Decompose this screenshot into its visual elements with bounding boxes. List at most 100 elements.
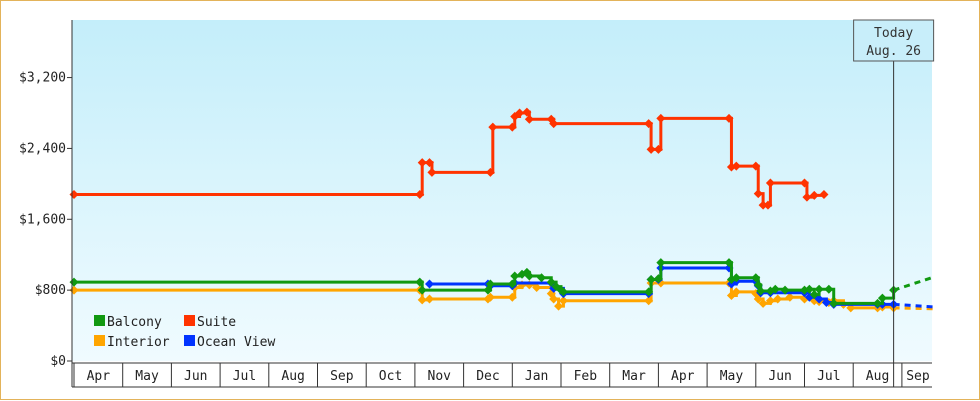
data-point[interactable] (656, 258, 666, 268)
data-point[interactable] (524, 114, 534, 124)
forecast-line (893, 302, 935, 309)
data-point[interactable] (425, 279, 435, 289)
data-point[interactable] (751, 273, 761, 283)
data-point[interactable] (646, 275, 656, 285)
data-point[interactable] (485, 292, 495, 302)
data-point[interactable] (507, 292, 517, 302)
x-tick-label: May (720, 369, 744, 384)
data-point[interactable] (824, 284, 834, 294)
data-point[interactable] (558, 287, 568, 297)
data-point[interactable] (758, 200, 768, 210)
data-point[interactable] (415, 277, 425, 287)
data-point[interactable] (515, 108, 525, 118)
data-point[interactable] (425, 158, 435, 168)
data-point[interactable] (800, 178, 809, 188)
x-tick-label: Mar (622, 369, 646, 384)
axis-layer: $0 $800 $1,600 $2,400 $3,200 Apr May Jun Jul Aug S… (19, 20, 932, 388)
data-point[interactable] (554, 301, 564, 311)
legend-label: Ocean View (197, 335, 275, 350)
today-date: Aug. 26 (866, 44, 921, 59)
data-point[interactable] (751, 161, 761, 171)
data-point[interactable] (532, 282, 542, 292)
data-point[interactable] (819, 189, 829, 199)
data-point[interactable] (780, 285, 790, 295)
x-tick-label: Jul (817, 369, 840, 384)
data-point[interactable] (821, 298, 831, 308)
data-point[interactable] (770, 284, 780, 294)
data-point[interactable] (785, 292, 795, 302)
data-point[interactable] (427, 167, 437, 177)
plot-background (72, 20, 932, 361)
data-point[interactable] (731, 273, 741, 283)
data-point[interactable] (417, 158, 427, 168)
data-point[interactable] (507, 279, 517, 289)
data-point[interactable] (510, 271, 520, 281)
x-tick-label: Aug (281, 369, 304, 384)
data-point[interactable] (724, 113, 734, 123)
data-point[interactable] (809, 290, 819, 300)
legend-swatch (94, 335, 105, 346)
data-point[interactable] (425, 294, 435, 304)
data-point[interactable] (537, 273, 547, 283)
x-tick-label: Apr (87, 369, 111, 384)
y-tick-label: $0 (50, 354, 66, 369)
data-point[interactable] (804, 284, 814, 294)
data-point[interactable] (829, 298, 839, 308)
data-point[interactable] (814, 294, 824, 304)
data-point[interactable] (507, 122, 517, 132)
data-point[interactable] (765, 178, 775, 188)
legend-swatch (184, 335, 195, 346)
x-tick-label: Dec (476, 369, 499, 384)
data-point[interactable] (415, 189, 425, 199)
forecast-line (893, 306, 935, 311)
legend-item-suite[interactable]: Suite (184, 315, 236, 330)
x-tick-label: Aug (866, 369, 889, 384)
data-point[interactable] (546, 277, 556, 287)
data-point[interactable] (724, 258, 734, 268)
data-point[interactable] (802, 192, 812, 202)
data-point[interactable] (763, 200, 773, 210)
legend-item-interior[interactable]: Interior (94, 335, 170, 350)
data-point[interactable] (765, 296, 775, 306)
legend: Balcony Suite Interior Ocean View (94, 315, 275, 350)
legend-item-ocean-view[interactable]: Ocean View (184, 335, 275, 350)
data-point[interactable] (644, 287, 654, 297)
series-suite (69, 107, 829, 210)
data-point[interactable] (558, 296, 568, 306)
data-point[interactable] (753, 189, 763, 199)
data-point[interactable] (731, 161, 741, 171)
data-point[interactable] (731, 287, 741, 297)
data-point[interactable] (417, 285, 427, 295)
data-point[interactable] (758, 298, 768, 308)
y-tick-label: $3,200 (19, 71, 66, 86)
data-point[interactable] (656, 113, 666, 123)
data-point[interactable] (644, 296, 654, 306)
data-point[interactable] (549, 119, 559, 129)
legend-label: Interior (107, 335, 170, 350)
data-point[interactable] (488, 122, 498, 132)
data-point[interactable] (653, 144, 663, 154)
data-point[interactable] (485, 167, 495, 177)
legend-label: Balcony (107, 315, 162, 330)
data-point[interactable] (877, 293, 887, 303)
y-tick-label: $1,600 (19, 212, 66, 227)
today-marker: Today Aug. 26 (853, 19, 935, 387)
y-tick-label: $2,400 (19, 141, 66, 156)
data-point[interactable] (814, 284, 824, 294)
data-point[interactable] (646, 144, 656, 154)
data-point[interactable] (809, 190, 819, 200)
data-point[interactable] (417, 295, 427, 305)
data-point[interactable] (485, 279, 495, 289)
data-point[interactable] (549, 294, 559, 304)
data-point[interactable] (773, 294, 783, 304)
data-point[interactable] (873, 298, 883, 308)
x-tick-label: Jun (184, 369, 207, 384)
data-point[interactable] (644, 119, 654, 129)
data-point[interactable] (756, 286, 766, 296)
data-point[interactable] (653, 274, 663, 284)
data-point[interactable] (522, 107, 532, 117)
legend-item-balcony[interactable]: Balcony (94, 315, 162, 330)
data-point[interactable] (524, 271, 534, 281)
